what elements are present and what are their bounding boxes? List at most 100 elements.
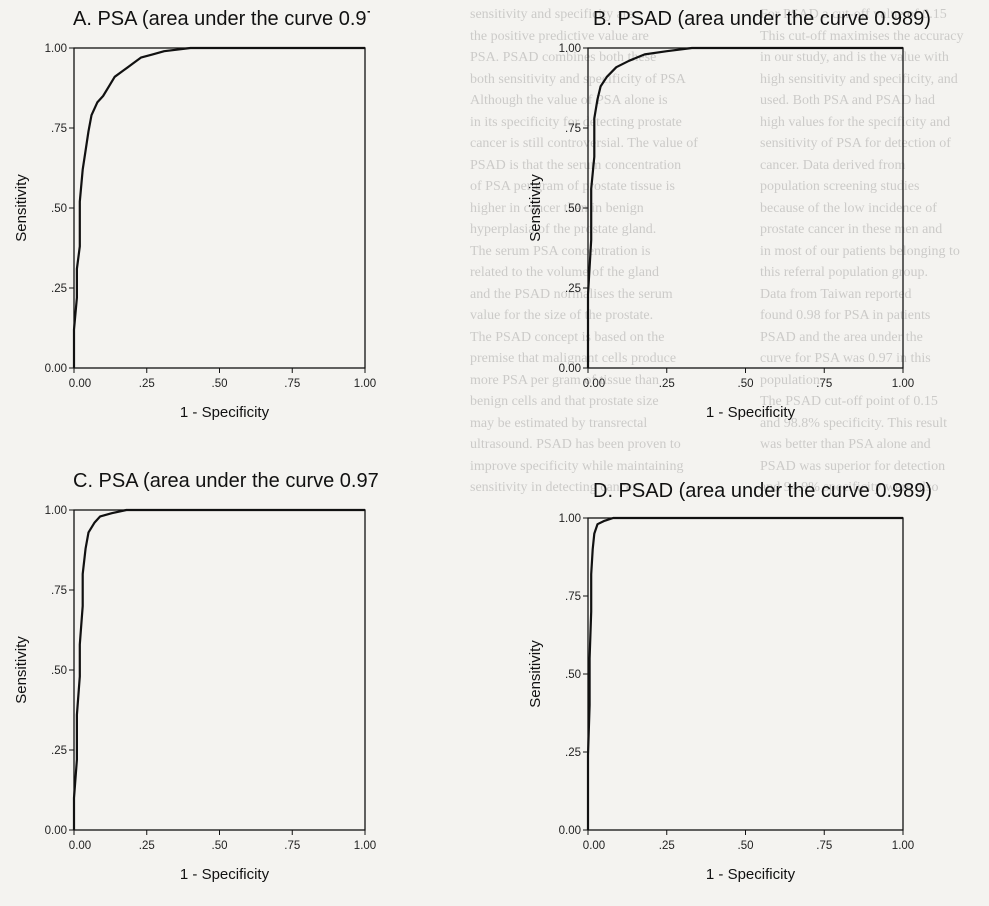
background-text-line: sensitivity in detecting cancer. <box>470 480 640 495</box>
background-text-line: population. <box>760 372 824 388</box>
background-text-line: PSA. PSAD combines both these <box>470 50 657 65</box>
background-text-line: of PSA per gram of prostate tissue is <box>470 179 675 194</box>
y-tick-label: 0.00 <box>559 825 581 837</box>
plot-frame <box>587 47 904 369</box>
y-tick-label: .75 <box>51 585 67 597</box>
background-text-line: may be estimated by transrectal <box>470 415 648 431</box>
background-text-line: benign cells and that prostate size <box>470 394 659 409</box>
x-tick-label: 1.00 <box>892 378 914 390</box>
y-tick-label: .50 <box>51 665 67 677</box>
background-text-line: this referral population group. <box>760 265 928 280</box>
y-tick-label: .25 <box>565 283 581 295</box>
x-tick-label: .25 <box>659 840 675 852</box>
background-text-line: in its specificity for detecting prostat… <box>470 114 682 130</box>
background-text-line: population screening studies <box>760 179 920 194</box>
y-axis-label: Sensitivity <box>527 174 544 242</box>
background-text-line: and 94.9% specificity were also <box>760 480 939 495</box>
background-text-line: more PSA per gram of tissue than <box>470 372 659 388</box>
y-tick-label: 1.00 <box>45 43 67 55</box>
y-tick-label: 0.00 <box>559 363 581 375</box>
background-text-line: cancer. Data derived from <box>760 157 906 173</box>
y-tick-label: .50 <box>51 203 67 215</box>
y-tick-label: 0.00 <box>45 825 67 837</box>
background-text-line: and 98.8% specificity. This result <box>760 415 948 431</box>
x-tick-label: 0.00 <box>69 840 91 852</box>
y-tick-label: .25 <box>565 747 581 759</box>
chart-d-plot: 0.00 .25 .50 .75 1.00 0.00 .25 .50 .75 1.00 1 - Sp… <box>527 513 914 883</box>
background-text-line: cancer is still controversial. The value… <box>470 136 698 151</box>
y-tick-label: .25 <box>51 745 67 757</box>
background-text-line: because of the low incidence of <box>760 200 937 216</box>
chart-a-plot: 0.00 .25 .50 .75 1.00 0.00 .25 .50 .75 1.00 1 - Sp… <box>13 43 376 421</box>
background-text-line: sensitivity of PSA for detection of <box>760 136 951 151</box>
background-text-line: and the PSAD normalises the serum <box>470 286 673 302</box>
chart-c-title: C. PSA (area under the curve 0.97 <box>73 470 379 492</box>
y-tick-label: .75 <box>51 123 67 135</box>
roc-curve <box>72 46 365 368</box>
x-tick-label: 0.00 <box>69 378 91 390</box>
y-tick-label: .75 <box>565 591 581 603</box>
y-tick-label: .50 <box>565 203 581 215</box>
y-tick-label: 1.00 <box>559 513 581 525</box>
y-tick-label: 0.00 <box>45 363 67 375</box>
x-tick-label: .75 <box>816 840 832 852</box>
y-tick-label: .50 <box>565 669 581 681</box>
x-tick-label: .25 <box>139 840 155 852</box>
chart-b-plot: 0.00 .25 .50 .75 1.00 0.00 .25 .50 .75 1.00 1 - Sp… <box>527 43 914 421</box>
x-tick-label: .25 <box>659 378 675 390</box>
background-text-line: higher in cancer than in benign <box>470 200 644 216</box>
y-tick-label: .75 <box>565 123 581 135</box>
roc-curve <box>586 46 903 368</box>
chart-c-plot: 0.00 .25 .50 .75 1.00 0.00 .25 .50 .75 1.00 1 - Sp… <box>13 505 376 883</box>
x-axis-label: 1 - Specificity <box>706 866 796 883</box>
x-tick-label: .75 <box>284 840 300 852</box>
x-tick-label: 0.00 <box>583 840 605 852</box>
x-axis-label: 1 - Specificity <box>180 404 270 421</box>
background-text-line: PSAD was superior for detection <box>760 458 946 474</box>
x-axis-label: 1 - Specificity <box>180 866 270 883</box>
background-text-line: The serum PSA concentration is <box>470 243 651 259</box>
y-axis-label: Sensitivity <box>13 636 30 704</box>
background-text-line: curve for PSA was 0.97 in this <box>760 351 931 366</box>
x-tick-label: .50 <box>738 378 754 390</box>
background-text-line: The PSAD concept is based on the <box>470 329 665 345</box>
y-axis-label: Sensitivity <box>527 640 544 708</box>
background-text-line: the positive predictive value are <box>470 28 649 44</box>
background-text-line: found 0.98 for PSA in patients <box>760 308 931 323</box>
y-tick-label: 1.00 <box>45 505 67 517</box>
background-text-line: prostate cancer in these men and <box>760 222 943 237</box>
background-text-line: in our study, and is the value with <box>760 50 949 65</box>
background-text-line: related to the volume of the gland <box>470 265 659 280</box>
background-text-line: The PSAD cut-off point of 0.15 <box>760 394 938 409</box>
background-text-line: Data from Taiwan reported <box>760 286 912 302</box>
background-text-line: both sensitivity and specificity of PSA <box>470 71 686 87</box>
background-text-line: hyperplasia of the prostate gland. <box>470 222 657 237</box>
x-tick-label: 1.00 <box>354 378 376 390</box>
plot-frame <box>73 509 366 831</box>
background-text-line: was better than PSA alone and <box>760 437 931 452</box>
x-tick-label: 0.00 <box>583 378 605 390</box>
chart-b-title: B. PSAD (area under the curve 0.989) <box>593 8 931 30</box>
roc-curve <box>586 516 903 830</box>
x-tick-label: 1.00 <box>892 840 914 852</box>
x-tick-label: 1.00 <box>354 840 376 852</box>
plot-frame <box>73 47 366 369</box>
background-text-line: value for the size of the prostate. <box>470 308 654 323</box>
chart-a-title: A. PSA (area under the curve 0.970) <box>73 8 370 30</box>
background-text-line: improve specificity while maintaining <box>470 458 684 474</box>
y-tick-label: .25 <box>51 283 67 295</box>
x-tick-label: .25 <box>139 378 155 390</box>
x-tick-label: .50 <box>738 840 754 852</box>
x-tick-label: .50 <box>212 378 228 390</box>
x-tick-label: .75 <box>284 378 300 390</box>
background-text-line: PSAD and the area under the <box>760 329 923 345</box>
background-text-line: For PSAD a cut-off value of 0.15 <box>760 7 947 22</box>
background-text-line: in most of our patients belonging to <box>760 243 960 259</box>
y-axis-label: Sensitivity <box>13 174 30 242</box>
background-text-line: sensitivity and specificity are <box>470 7 634 22</box>
background-text-line: Although the value of PSA alone is <box>470 93 668 108</box>
y-tick-label: 1.00 <box>559 43 581 55</box>
chart-d-title: D. PSAD (area under the curve 0.989) <box>593 480 933 502</box>
background-text-line: premise that malignant cells produce <box>470 351 677 366</box>
